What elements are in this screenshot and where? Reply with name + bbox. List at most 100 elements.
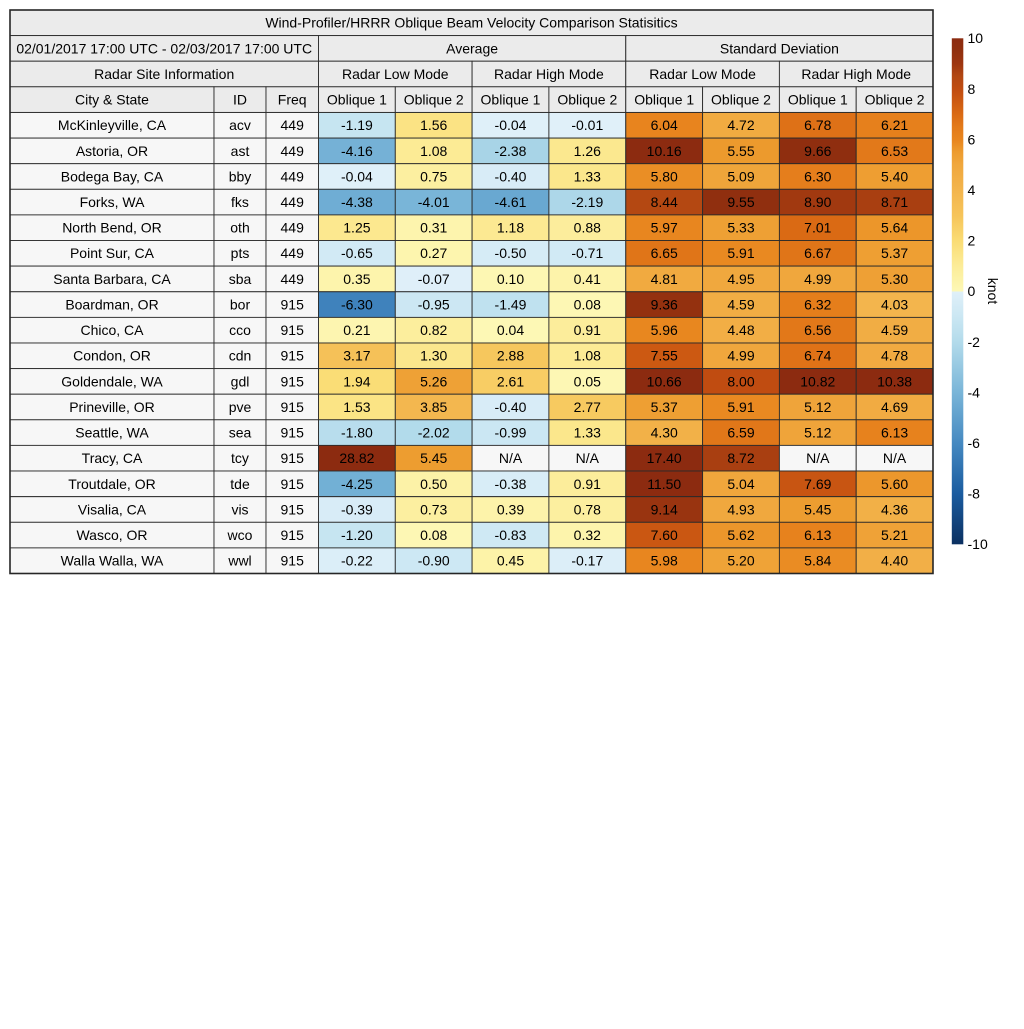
svg-text:2.88: 2.88 <box>497 348 524 364</box>
svg-text:Radar High Mode: Radar High Mode <box>494 66 604 82</box>
svg-text:bor: bor <box>230 297 251 313</box>
svg-text:pts: pts <box>231 245 250 261</box>
svg-text:-0.65: -0.65 <box>341 245 373 261</box>
svg-text:449: 449 <box>281 220 305 236</box>
svg-text:5.84: 5.84 <box>804 553 831 569</box>
svg-text:Oblique 1: Oblique 1 <box>634 92 694 108</box>
svg-text:0.50: 0.50 <box>420 476 447 492</box>
svg-text:8.90: 8.90 <box>804 194 831 210</box>
svg-text:Oblique 2: Oblique 2 <box>557 92 617 108</box>
svg-text:0.39: 0.39 <box>497 501 524 517</box>
svg-text:-1.49: -1.49 <box>495 297 527 313</box>
svg-text:7.55: 7.55 <box>651 348 678 364</box>
svg-text:Prineville, OR: Prineville, OR <box>69 399 155 415</box>
svg-text:7.60: 7.60 <box>651 527 678 543</box>
svg-text:6.67: 6.67 <box>804 245 831 261</box>
svg-text:1.26: 1.26 <box>574 143 601 159</box>
svg-text:915: 915 <box>281 501 305 517</box>
svg-text:0.41: 0.41 <box>574 271 601 287</box>
svg-text:-4.01: -4.01 <box>418 194 450 210</box>
svg-text:4.40: 4.40 <box>881 553 908 569</box>
svg-text:5.60: 5.60 <box>881 476 908 492</box>
svg-text:9.66: 9.66 <box>804 143 831 159</box>
svg-text:6.78: 6.78 <box>804 117 831 133</box>
svg-text:5.21: 5.21 <box>881 527 908 543</box>
svg-text:Oblique 2: Oblique 2 <box>404 92 464 108</box>
svg-text:0.75: 0.75 <box>420 168 447 184</box>
svg-text:0.91: 0.91 <box>574 322 601 338</box>
svg-text:9.14: 9.14 <box>651 501 678 517</box>
svg-text:-4.61: -4.61 <box>495 194 527 210</box>
svg-text:915: 915 <box>281 450 305 466</box>
svg-text:Condon, OR: Condon, OR <box>73 348 151 364</box>
svg-text:fks: fks <box>231 194 249 210</box>
svg-text:2: 2 <box>968 233 976 249</box>
svg-text:4: 4 <box>968 182 976 198</box>
svg-text:sea: sea <box>229 425 252 441</box>
svg-text:Santa Barbara, CA: Santa Barbara, CA <box>53 271 171 287</box>
svg-text:cdn: cdn <box>229 348 252 364</box>
svg-text:449: 449 <box>281 168 305 184</box>
svg-text:Goldendale, WA: Goldendale, WA <box>61 373 163 389</box>
svg-text:1.53: 1.53 <box>343 399 370 415</box>
svg-text:2.77: 2.77 <box>574 399 601 415</box>
svg-text:bby: bby <box>229 168 252 184</box>
svg-text:915: 915 <box>281 399 305 415</box>
svg-text:5.33: 5.33 <box>727 220 754 236</box>
svg-text:5.12: 5.12 <box>804 425 831 441</box>
svg-text:4.78: 4.78 <box>881 348 908 364</box>
svg-text:Standard Deviation: Standard Deviation <box>720 40 839 56</box>
svg-text:pve: pve <box>229 399 252 415</box>
svg-text:6.13: 6.13 <box>804 527 831 543</box>
svg-text:-4.25: -4.25 <box>341 476 373 492</box>
svg-text:Wasco, OR: Wasco, OR <box>76 527 147 543</box>
svg-text:-0.95: -0.95 <box>418 297 450 313</box>
svg-text:ast: ast <box>231 143 250 159</box>
svg-text:1.94: 1.94 <box>343 373 370 389</box>
svg-text:0.78: 0.78 <box>574 501 601 517</box>
svg-text:5.91: 5.91 <box>727 245 754 261</box>
svg-text:Radar Low Mode: Radar Low Mode <box>342 66 449 82</box>
svg-text:449: 449 <box>281 245 305 261</box>
svg-text:0.08: 0.08 <box>420 527 447 543</box>
svg-text:knot: knot <box>985 278 1001 305</box>
svg-text:5.80: 5.80 <box>651 168 678 184</box>
svg-text:N/A: N/A <box>883 450 907 466</box>
svg-text:8.44: 8.44 <box>651 194 678 210</box>
svg-text:5.55: 5.55 <box>727 143 754 159</box>
svg-text:5.37: 5.37 <box>881 245 908 261</box>
svg-text:9.55: 9.55 <box>727 194 754 210</box>
svg-text:6.30: 6.30 <box>804 168 831 184</box>
svg-text:Tracy, CA: Tracy, CA <box>82 450 143 466</box>
svg-text:Troutdale, OR: Troutdale, OR <box>68 476 155 492</box>
svg-text:Forks, WA: Forks, WA <box>80 194 145 210</box>
svg-text:0.91: 0.91 <box>574 476 601 492</box>
svg-text:sba: sba <box>229 271 252 287</box>
svg-text:5.45: 5.45 <box>804 501 831 517</box>
svg-text:-4.38: -4.38 <box>341 194 373 210</box>
svg-text:-6.30: -6.30 <box>341 297 373 313</box>
svg-text:Bodega Bay, CA: Bodega Bay, CA <box>61 168 164 184</box>
svg-text:1.33: 1.33 <box>574 425 601 441</box>
svg-text:Visalia, CA: Visalia, CA <box>78 501 147 517</box>
svg-text:acv: acv <box>229 117 251 133</box>
svg-text:915: 915 <box>281 527 305 543</box>
svg-text:10.82: 10.82 <box>800 373 835 389</box>
svg-text:N/A: N/A <box>806 450 830 466</box>
svg-text:5.12: 5.12 <box>804 399 831 415</box>
svg-text:gdl: gdl <box>231 373 250 389</box>
svg-text:4.59: 4.59 <box>727 297 754 313</box>
svg-text:5.37: 5.37 <box>651 399 678 415</box>
svg-text:-0.22: -0.22 <box>341 553 373 569</box>
svg-text:11.50: 11.50 <box>647 476 681 492</box>
svg-text:4.93: 4.93 <box>727 501 754 517</box>
svg-text:8.71: 8.71 <box>881 194 908 210</box>
svg-text:0: 0 <box>968 283 976 299</box>
svg-text:0.21: 0.21 <box>343 322 370 338</box>
svg-text:0.31: 0.31 <box>420 220 447 236</box>
svg-text:0.73: 0.73 <box>420 501 447 517</box>
svg-text:4.81: 4.81 <box>651 271 678 287</box>
svg-text:10.16: 10.16 <box>647 143 682 159</box>
svg-text:-1.19: -1.19 <box>341 117 373 133</box>
svg-text:1.30: 1.30 <box>420 348 447 364</box>
